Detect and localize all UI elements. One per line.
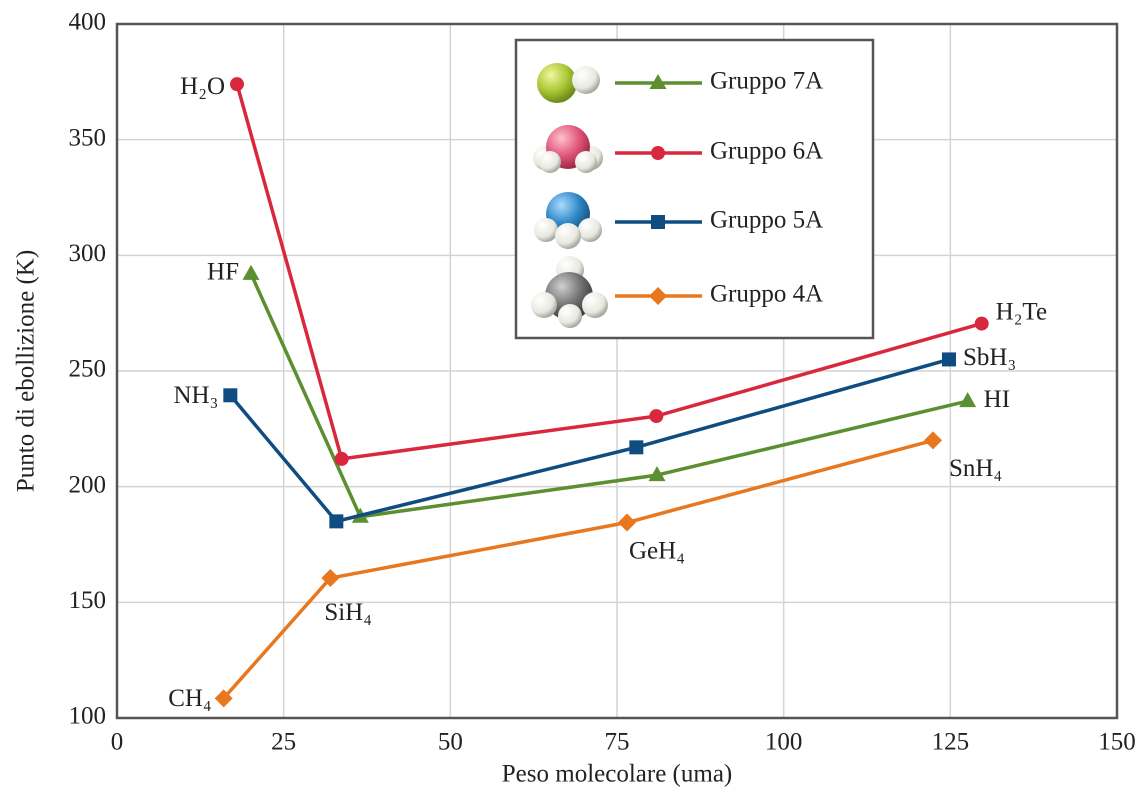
legend-label: Gruppo 6A — [710, 138, 823, 165]
series-line — [249, 273, 969, 519]
point-label: SbH₃ — [963, 344, 1016, 371]
point-label: NH₃ — [174, 382, 219, 409]
point-label: CH₄ — [168, 685, 211, 712]
x-tick-label: 50 — [438, 729, 463, 756]
point-label: HF — [207, 259, 239, 286]
plot-frame — [115, 22, 1119, 720]
legend-marker — [651, 215, 665, 229]
point-label: SiH₄ — [324, 599, 372, 626]
marker — [242, 264, 260, 280]
series: CH₄ SiH₄ GeH₄ SnH₄ — [168, 431, 1002, 712]
series: HF HI — [207, 259, 1010, 523]
x-tick-label: 75 — [605, 729, 630, 756]
y-tick-label: 350 — [69, 124, 107, 151]
series: NH₃ SbH₃ — [174, 344, 1016, 529]
x-tick-label: 0 — [111, 729, 124, 756]
point-label: H₂Te — [996, 298, 1047, 325]
series: H₂O H₂Te — [180, 73, 1047, 466]
molecule-icon — [531, 256, 608, 328]
marker — [959, 392, 977, 408]
x-tick-label: 125 — [932, 729, 970, 756]
point-label: H₂O — [180, 73, 225, 100]
series-line — [235, 83, 983, 461]
marker — [942, 352, 956, 367]
y-tick-label: 150 — [69, 587, 107, 614]
marker — [974, 316, 989, 331]
point-label: SnH₄ — [949, 455, 1002, 482]
marker — [329, 514, 344, 529]
legend-marker — [649, 287, 667, 305]
y-tick-label: 200 — [69, 471, 107, 498]
marker — [214, 689, 233, 708]
molecule-icon — [534, 192, 602, 249]
x-tick-label: 100 — [765, 729, 803, 756]
legend: Gruppo 7A Gruppo 6A Gruppo 5A Gruppo 4A — [514, 38, 875, 340]
series-line — [228, 357, 950, 524]
marker — [223, 388, 238, 403]
marker — [649, 409, 664, 424]
marker — [321, 569, 340, 588]
molecule-icon — [537, 63, 600, 103]
series-group: HF HI H₂O H₂Te NH₃ SbH₃ CH₄ SiH₄ GeH₄ SnH₄ — [168, 73, 1047, 712]
legend-marker — [649, 74, 667, 89]
y-tick-label: 250 — [69, 356, 107, 383]
marker — [230, 77, 244, 92]
y-tick-label: 300 — [69, 240, 107, 267]
marker — [924, 431, 942, 450]
y-tick-label: 400 — [69, 9, 107, 36]
x-tick-label: 150 — [1098, 729, 1136, 756]
marker — [648, 466, 666, 482]
y-axis-title: Punto di ebollizione (K) — [13, 250, 40, 492]
legend-marker — [651, 146, 665, 160]
y-tick-label: 100 — [69, 703, 107, 730]
series-line — [222, 438, 934, 700]
legend-label: Gruppo 5A — [710, 207, 823, 234]
marker — [334, 451, 349, 466]
x-tick-label: 25 — [271, 729, 296, 756]
marker — [629, 440, 644, 455]
point-label: GeH₄ — [629, 537, 685, 564]
legend-label: Gruppo 4A — [710, 281, 823, 308]
x-axis-title: Peso molecolare (uma) — [502, 761, 732, 788]
molecule-icon — [533, 125, 603, 173]
marker — [618, 513, 636, 532]
legend-label: Gruppo 7A — [710, 68, 823, 95]
point-label: HI — [984, 386, 1010, 413]
